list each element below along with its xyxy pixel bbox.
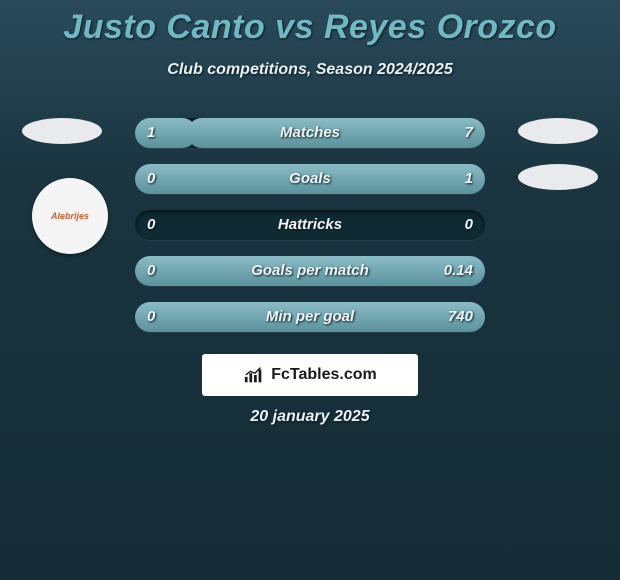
player-left-badge [22,118,102,144]
club-left-name: Alebrijes [51,212,89,221]
metric-label: Min per goal [135,302,485,332]
metric-label: Goals per match [135,256,485,286]
value-right: 0.14 [444,256,473,286]
club-right-badge [518,164,598,190]
stat-row-min-per-goal: 0 Min per goal 740 [135,302,485,332]
date-label: 20 january 2025 [0,408,620,426]
club-left-badge: Alebrijes [32,178,108,254]
chart-icon [243,365,265,385]
stat-row-hattricks: 0 Hattricks 0 [135,210,485,240]
brand-logo[interactable]: FcTables.com [202,354,418,396]
value-right: 1 [465,164,473,194]
metric-label: Hattricks [135,210,485,240]
value-right: 740 [448,302,473,332]
value-right: 0 [465,210,473,240]
comparison-bars: Alebrijes 1 Matches 7 0 Goals 1 0 Hattri… [0,118,620,348]
value-right: 7 [465,118,473,148]
stat-row-matches: 1 Matches 7 [135,118,485,148]
metric-label: Matches [135,118,485,148]
stat-row-goals-per-match: 0 Goals per match 0.14 [135,256,485,286]
page-title: Justo Canto vs Reyes Orozco [0,0,620,47]
brand-text: FcTables.com [271,366,377,384]
player-right-badge [518,118,598,144]
metric-label: Goals [135,164,485,194]
stat-row-goals: 0 Goals 1 [135,164,485,194]
subtitle: Club competitions, Season 2024/2025 [0,61,620,79]
